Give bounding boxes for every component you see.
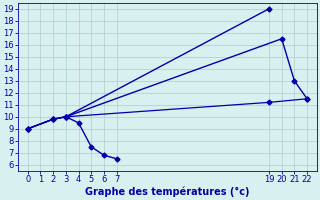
X-axis label: Graphe des températures (°c): Graphe des températures (°c) <box>85 187 250 197</box>
